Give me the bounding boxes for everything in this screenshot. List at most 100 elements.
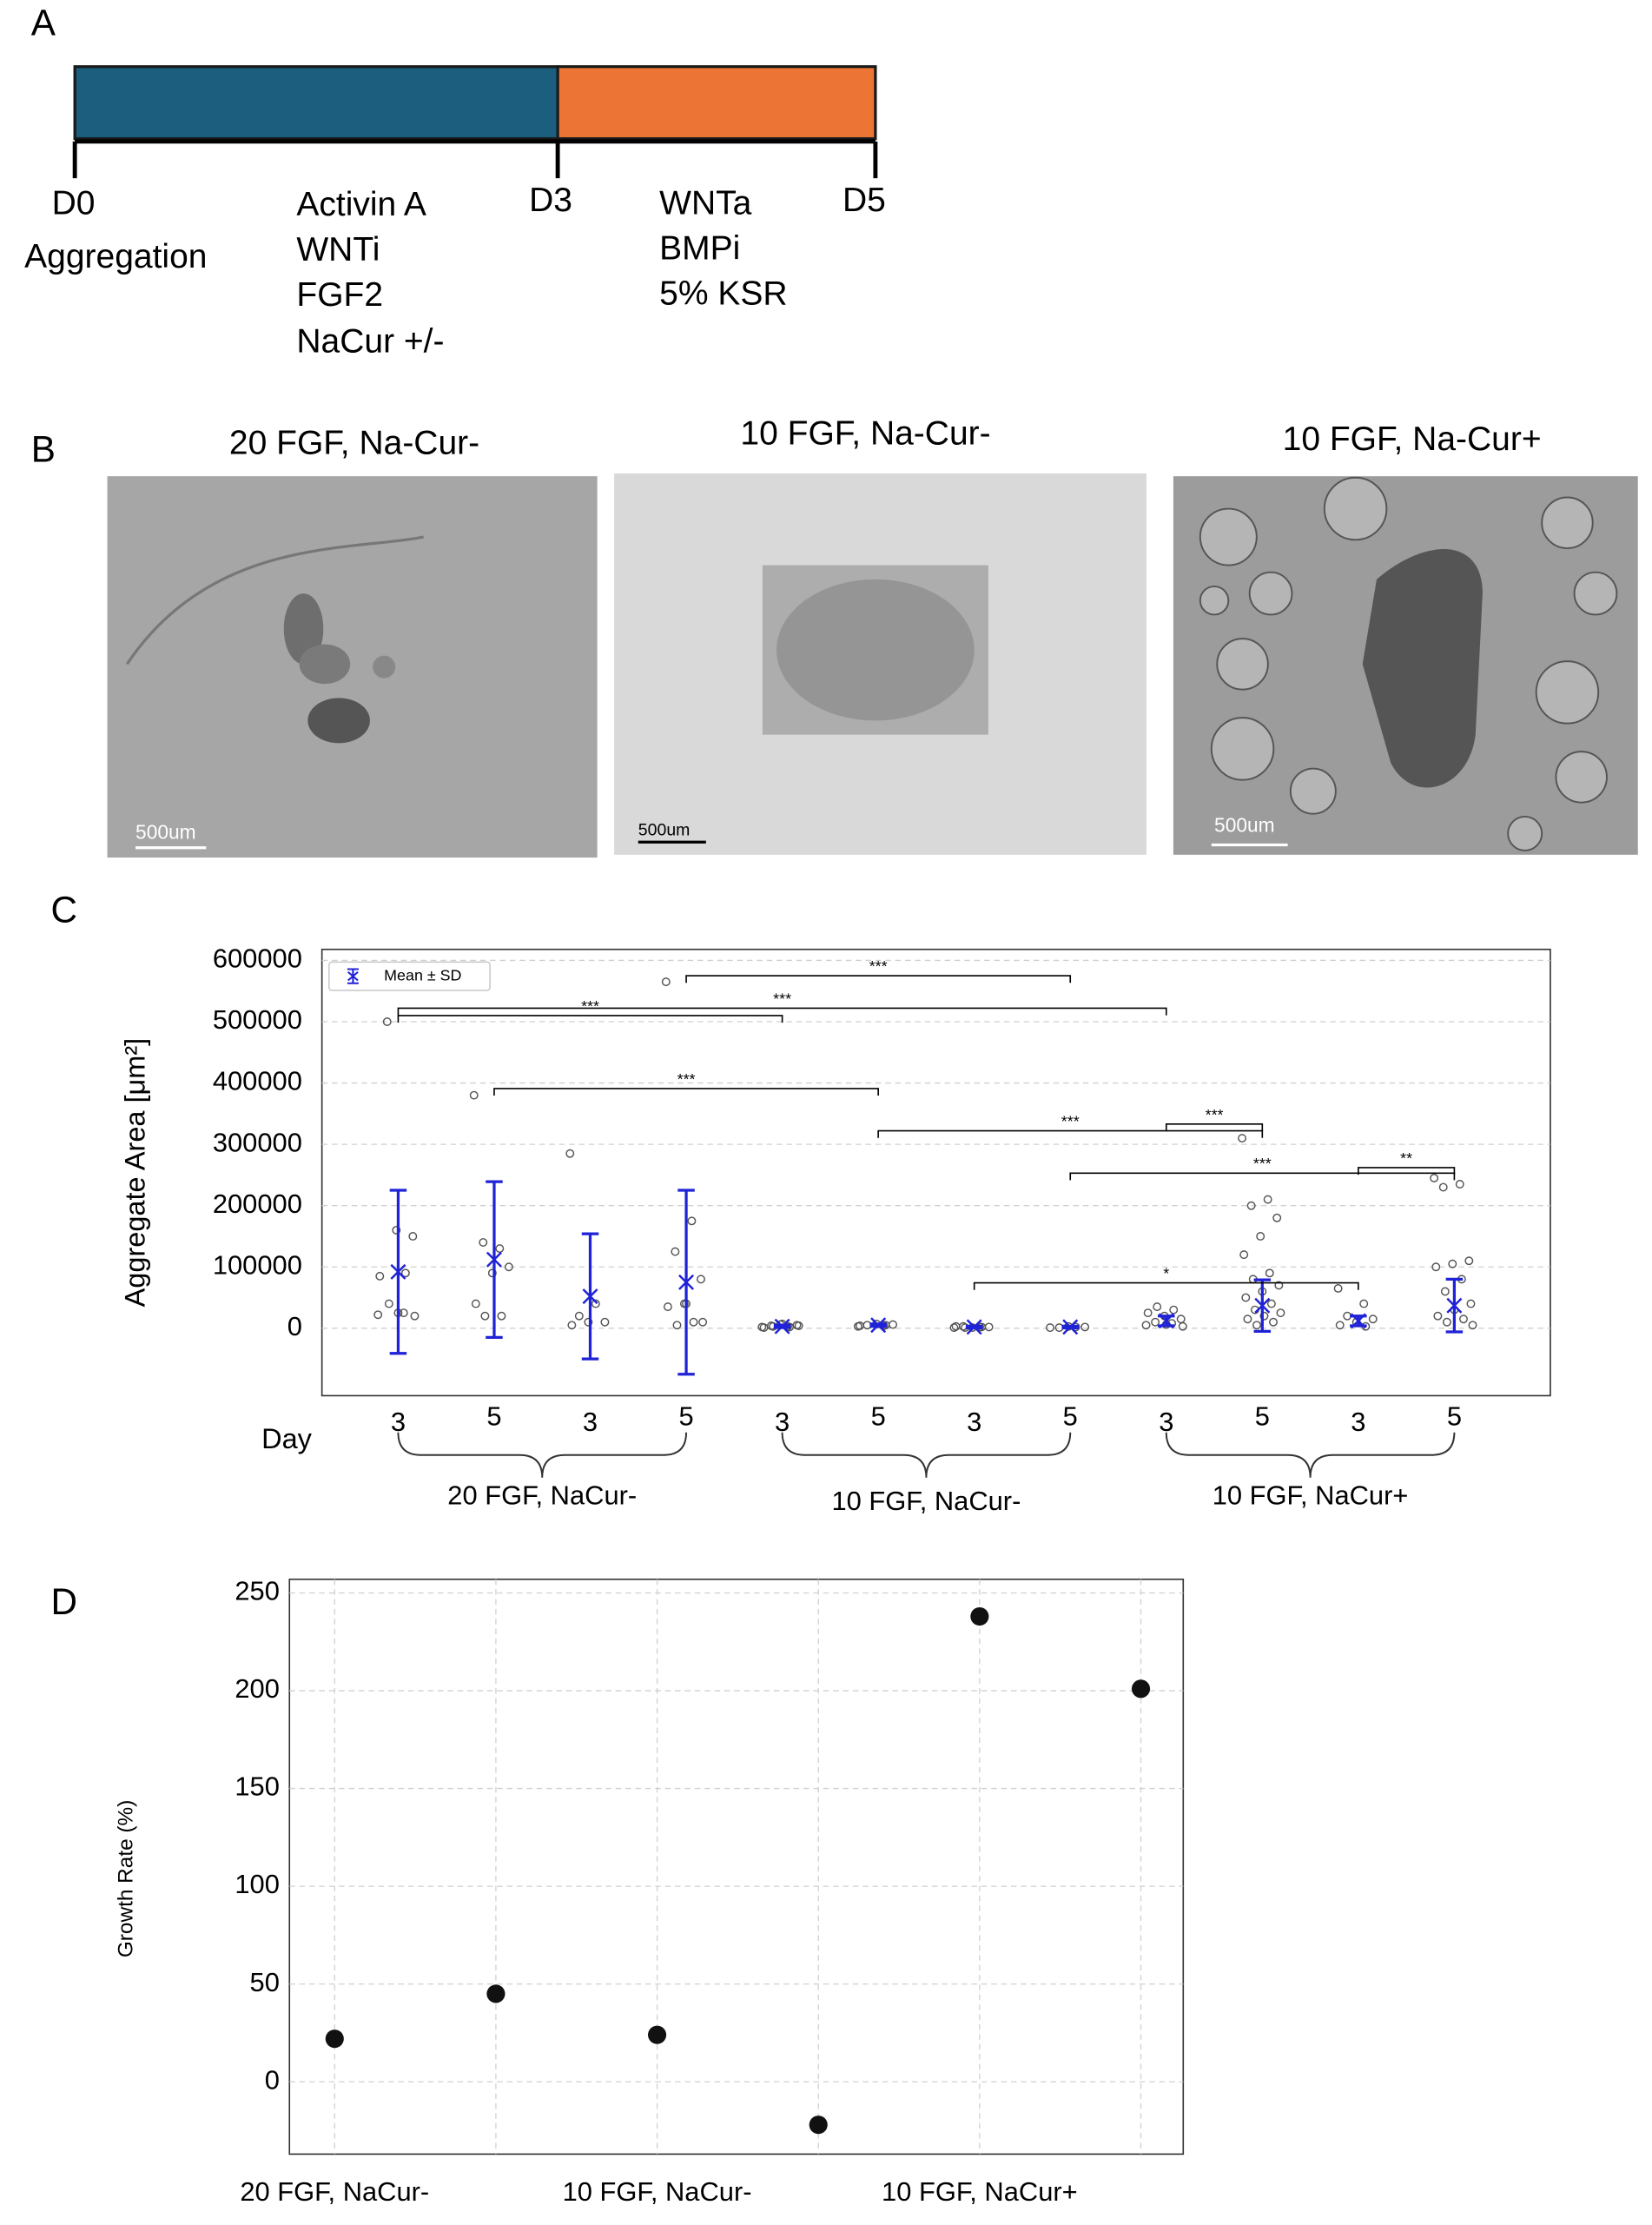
data-point [384,1299,393,1308]
data-point [1263,1195,1272,1204]
data-point [1256,1232,1265,1241]
mean-marker [486,1251,502,1268]
x-tick-label: 5 [1255,1401,1270,1432]
factor: FGF2 [296,276,383,314]
x-tick-label: 3 [1351,1407,1365,1437]
data-point [697,1275,705,1284]
data-point [671,1247,680,1256]
data-point [1143,1308,1153,1318]
data-point [1335,1321,1345,1330]
data-point [698,1317,708,1327]
phase-bar [556,65,877,141]
data-point [1252,1321,1261,1330]
significance-bracket [397,1015,783,1023]
data-point [1430,1173,1439,1182]
data-point [567,1321,577,1330]
mean-marker [390,1263,406,1280]
data-point [1459,1314,1468,1324]
data-point [1246,1201,1256,1210]
data-point [1464,1256,1474,1266]
mean-marker [1158,1313,1174,1329]
x-tick-label: 20 FGF, NaCur- [240,2176,429,2207]
data-point [1368,1314,1378,1324]
mean-marker [1062,1319,1079,1335]
significance-label: ** [1400,1149,1412,1167]
panel-label: A [31,3,56,43]
data-point [1141,1321,1151,1330]
x-tick-label: 5 [1447,1401,1462,1432]
scale-bar: 500um [638,820,691,839]
significance-bracket [1358,1167,1456,1175]
data-point [591,1299,600,1308]
x-tick-label: 5 [486,1401,501,1432]
data-point [469,1090,479,1100]
data-point [471,1299,480,1308]
group-label: 20 FGF, NaCur- [447,1480,637,1511]
data-point [600,1317,610,1327]
data-point [392,1225,401,1235]
data-point [1468,1321,1477,1330]
y-tick-label: 600000 [213,944,302,974]
y-axis-label: Growth Rate (%) [115,1800,138,1958]
y-tick-label: 50 [250,1967,280,1997]
data-point [1266,1299,1276,1308]
significance-bracket [397,1007,1167,1016]
data-point [480,1311,490,1321]
y-tick-label: 400000 [213,1066,302,1096]
data-point [689,1317,698,1327]
significance-label: *** [1253,1155,1272,1172]
data-point [951,1321,961,1331]
significance-label: *** [1061,1113,1080,1130]
data-point [1455,1180,1464,1189]
data-point [495,1244,505,1254]
data-point [889,1320,898,1329]
legend-label: Mean ± SD [384,966,461,983]
data-point [663,1302,672,1312]
legend-marker [347,968,359,984]
data-point [856,1321,864,1330]
data-point [1269,1317,1278,1327]
data-point [574,1311,584,1321]
data-point [410,1311,420,1321]
data-point [479,1238,488,1247]
data-point [400,1268,410,1278]
micrograph: 500um [1173,476,1638,855]
micrograph: 500um [107,476,598,858]
x-tick-label: 10 FGF, NaCur- [563,2176,752,2207]
significance-label: *** [581,997,599,1015]
group-brace [397,1432,688,1478]
mean-marker [1446,1297,1463,1314]
data-point [648,2025,667,2044]
data-point [1176,1314,1186,1324]
timepoint: D3 [529,182,572,219]
timeline [72,139,878,179]
data-point [375,1271,385,1281]
data-point [497,1311,506,1321]
significance-bracket [973,1281,1359,1290]
mean-marker [870,1317,887,1334]
mean-marker [1254,1297,1271,1314]
start-label: Aggregation [24,238,207,275]
factor: NaCur +/- [296,323,444,361]
data-point [399,1308,408,1318]
x-axis-label: Day [261,1423,313,1454]
x-tick-label: 10 FGF, NaCur+ [882,2176,1078,2207]
timepoint: D0 [52,184,96,222]
x-tick-label: 3 [1159,1407,1173,1437]
data-point [382,1017,392,1026]
data-point [1442,1317,1451,1327]
group-label: 10 FGF, NaCur+ [1213,1480,1409,1511]
data-point [661,977,671,987]
image-title: 10 FGF, Na-Cur+ [1283,420,1542,458]
data-point [1259,1311,1269,1321]
data-point [1243,1314,1252,1324]
data-point [1153,1302,1162,1312]
data-point [325,2030,344,2049]
data-point [809,2116,828,2135]
phase-bar [73,65,559,141]
significance-label: * [1163,1265,1169,1282]
y-tick-label: 0 [287,1311,302,1341]
data-point [1178,1321,1187,1331]
x-tick-label: 3 [391,1407,406,1437]
